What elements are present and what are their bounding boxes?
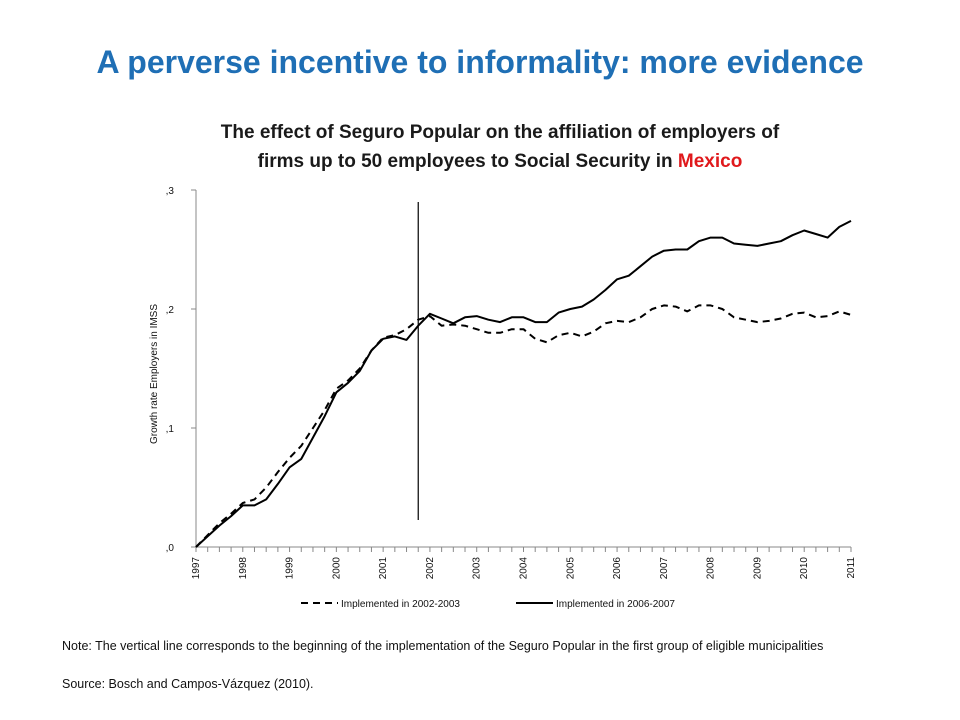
x-tick-label: 2006 <box>612 557 623 580</box>
legend-label-1: Implemented in 2002-2003 <box>341 599 460 610</box>
series-line-1 <box>195 304 852 548</box>
chart-title: The effect of Seguro Popular on the affi… <box>150 118 850 176</box>
x-tick-label: 2007 <box>659 557 670 580</box>
x-tick-label: 2002 <box>425 557 436 580</box>
chart-title-country: Mexico <box>677 151 743 172</box>
x-tick-label: 1999 <box>285 557 296 580</box>
x-tick-label: 2004 <box>519 557 530 580</box>
chart-note: Note: The vertical line corresponds to t… <box>62 639 824 653</box>
axes: ,0 ,1 ,2 ,3 Growth rate Employers in IMSS 199… <box>149 186 857 579</box>
x-tick-label: 1997 <box>191 557 202 580</box>
slide-title: A perverse incentive to informality: mor… <box>96 44 864 80</box>
chart-title-line2: firms up to 50 employees to Social Secur… <box>257 151 673 172</box>
x-tick-label: 2011 <box>846 557 857 579</box>
y-tick-label: ,1 <box>166 424 175 435</box>
chart-title-line1: The effect of Seguro Popular on the affi… <box>220 122 780 143</box>
x-tick-label: 1998 <box>238 557 249 580</box>
x-tick-label: 2010 <box>799 557 810 580</box>
x-tick-label: 2008 <box>706 557 717 580</box>
y-axis-title: Growth rate Employers in IMSS <box>149 304 160 444</box>
legend-label-2: Implemented in 2006-2007 <box>556 599 675 610</box>
x-tick-label: 2005 <box>565 557 576 580</box>
y-tick-label: ,3 <box>166 186 175 197</box>
series-line-2 <box>195 220 852 548</box>
x-tick-label: 2009 <box>752 557 763 580</box>
y-tick-label: ,0 <box>166 543 175 554</box>
x-tick-label: 2001 <box>378 557 389 580</box>
series-layer <box>195 220 852 548</box>
y-tick-label: ,2 <box>166 305 175 316</box>
x-tick-label: 2003 <box>472 557 483 580</box>
legend: Implemented in 2002-2003 Implemented in 2… <box>301 599 675 610</box>
chart-source: Source: Bosch and Campos-Vázquez (2010). <box>62 677 314 691</box>
x-tick-label: 2000 <box>331 557 342 580</box>
